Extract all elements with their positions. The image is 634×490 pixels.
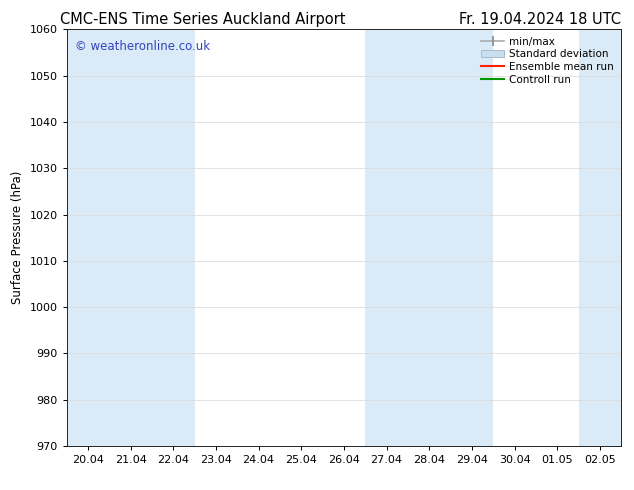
Bar bbox=[408, 29, 451, 446]
Bar bbox=[365, 29, 408, 446]
Y-axis label: Surface Pressure (hPa): Surface Pressure (hPa) bbox=[11, 171, 24, 304]
Text: © weatheronline.co.uk: © weatheronline.co.uk bbox=[75, 40, 210, 53]
Text: Fr. 19.04.2024 18 UTC: Fr. 19.04.2024 18 UTC bbox=[459, 12, 621, 27]
Bar bbox=[579, 29, 621, 446]
Bar bbox=[109, 29, 152, 446]
Bar bbox=[67, 29, 109, 446]
Text: CMC-ENS Time Series Auckland Airport: CMC-ENS Time Series Auckland Airport bbox=[60, 12, 346, 27]
Bar bbox=[451, 29, 493, 446]
Bar bbox=[152, 29, 195, 446]
Legend: min/max, Standard deviation, Ensemble mean run, Controll run: min/max, Standard deviation, Ensemble me… bbox=[477, 32, 618, 89]
